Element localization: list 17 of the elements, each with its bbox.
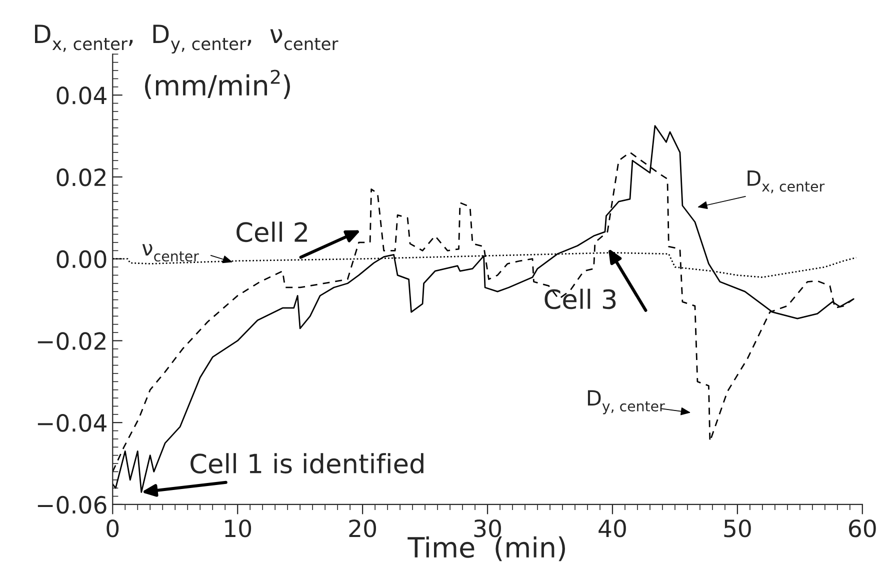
x-tick-label: 0 <box>106 519 119 538</box>
annotation: Cell 2 <box>236 222 307 242</box>
x-axis-title: Time (min) <box>408 536 565 562</box>
y-tick-label: 0.00 <box>56 250 106 268</box>
x-tick-label: 40 <box>598 519 626 538</box>
annotation: Cell 1 is identified <box>190 453 424 474</box>
y-tick-label: −0.04 <box>38 414 106 432</box>
x-tick-label: 30 <box>474 519 501 538</box>
x-tick-label: 60 <box>849 519 876 538</box>
y-tick-label: 0.04 <box>56 86 106 104</box>
x-tick-label: 50 <box>724 519 751 538</box>
annotation: Cell 3 <box>544 288 616 310</box>
x-tick-label: 10 <box>225 519 252 538</box>
y-tick-label: −0.06 <box>38 496 106 514</box>
x-tick-label: 20 <box>349 519 376 538</box>
y-tick-label: −0.02 <box>38 332 106 350</box>
y-tick-label: 0.02 <box>56 168 106 186</box>
